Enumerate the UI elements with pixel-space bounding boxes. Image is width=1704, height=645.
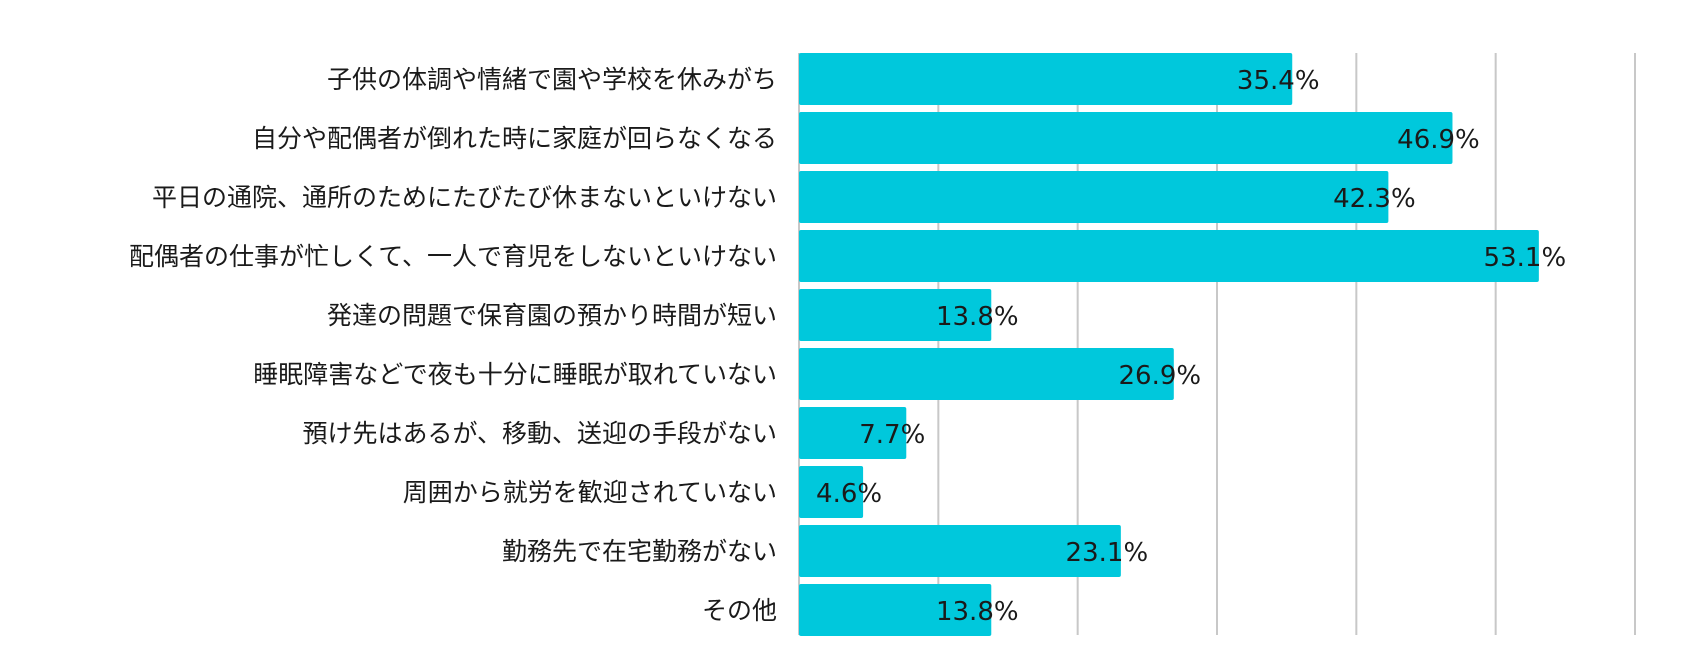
value-label: 26.9% xyxy=(1119,361,1202,391)
bar xyxy=(799,230,1539,282)
value-label: 7.7% xyxy=(859,420,925,450)
bar xyxy=(799,171,1389,223)
category-labels: 子供の体調や情緒で園や学校を休みがち自分や配偶者が倒れた時に家庭が回らなくなる平… xyxy=(129,65,777,625)
value-label: 23.1% xyxy=(1066,538,1149,568)
category-label: その他 xyxy=(702,596,777,625)
bar xyxy=(799,112,1453,164)
category-label: 預け先はあるが、移動、送迎の手段がない xyxy=(302,419,777,448)
category-label: 勤務先で在宅勤務がない xyxy=(502,537,777,566)
value-label: 46.9% xyxy=(1397,125,1480,155)
category-label: 睡眠障害などで夜も十分に睡眠が取れていない xyxy=(253,360,777,389)
bar xyxy=(799,584,992,636)
value-label: 13.8% xyxy=(936,302,1019,332)
bar xyxy=(799,348,1174,400)
value-label: 53.1% xyxy=(1484,243,1567,273)
category-label: 発達の問題で保育園の預かり時間が短い xyxy=(327,301,777,330)
value-labels: 35.4% 46.9% 42.3% 53.1% 13.8% 26.9% 7.7% 4.6% 23… xyxy=(816,66,1566,627)
category-label: 自分や配偶者が倒れた時に家庭が回らなくなる xyxy=(252,124,777,153)
value-label: 13.8% xyxy=(936,597,1019,627)
bar xyxy=(799,525,1121,577)
value-label: 35.4% xyxy=(1237,66,1320,96)
bar xyxy=(799,466,864,518)
category-label: 周囲から就労を歓迎されていない xyxy=(403,478,777,507)
value-label: 42.3% xyxy=(1333,184,1416,214)
bar xyxy=(799,53,1293,105)
category-label: 平日の通院、通所のためにたびたび休まないといけない xyxy=(152,183,777,212)
category-label: 子供の体調や情緒で園や学校を休みがち xyxy=(327,65,777,94)
value-label: 4.6% xyxy=(816,479,882,509)
bars xyxy=(799,53,1539,636)
category-label: 配偶者の仕事が忙しくて、一人で育児をしないといけない xyxy=(129,242,777,271)
bar xyxy=(799,407,907,459)
bar xyxy=(799,289,992,341)
